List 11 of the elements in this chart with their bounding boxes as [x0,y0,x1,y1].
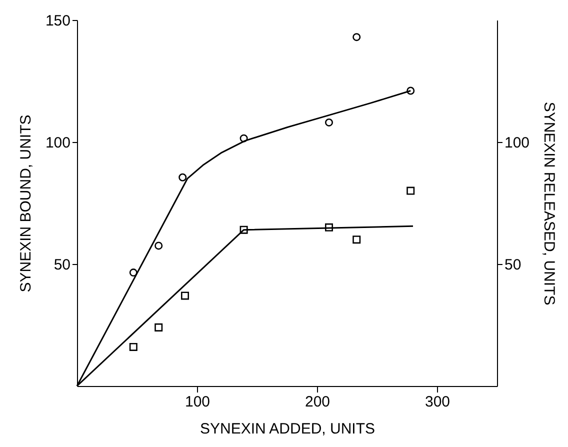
y2-tick-label: 50 [504,256,522,274]
y2-tick-label: 100 [504,134,530,152]
x-tick-label: 200 [304,394,330,410]
y-tick-label: 100 [45,134,70,152]
x-tick-label: 300 [424,394,450,410]
y2-axis-title: SYNEXIN RELEASED, UNITS [540,102,558,306]
y-axis-title: SYNEXIN BOUND, UNITS [17,114,34,292]
y-tick-label: 150 [45,12,70,30]
x-tick-label: 100 [184,394,210,410]
y-tick-label: 50 [54,256,70,274]
x-axis-title: SYNEXIN ADDED, UNITS [200,420,376,438]
